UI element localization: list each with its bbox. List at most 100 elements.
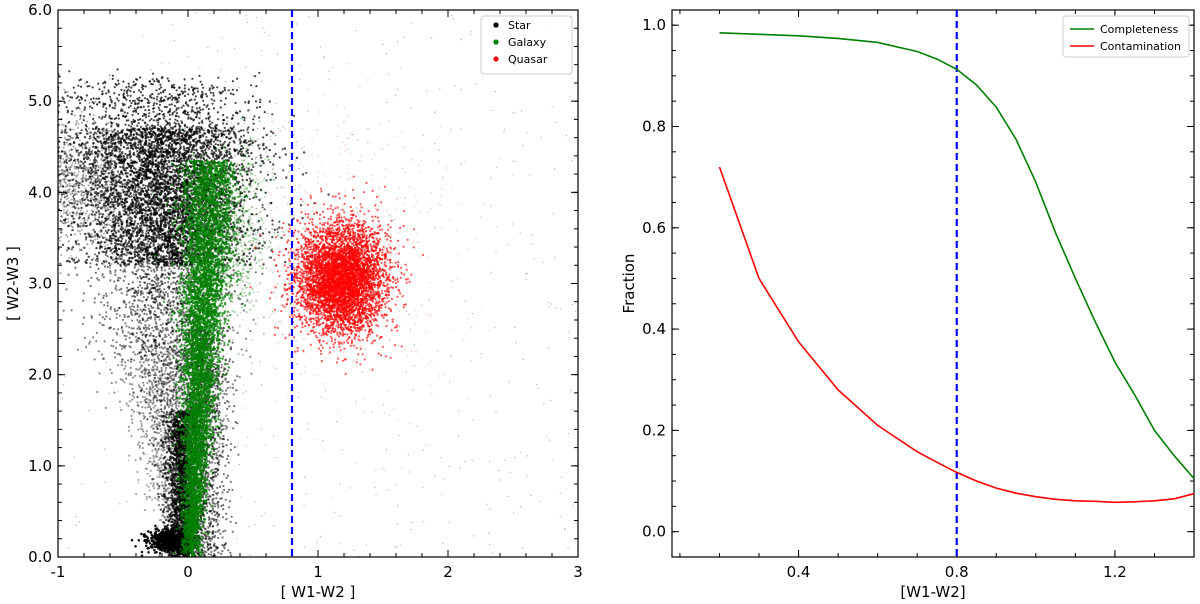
star-point xyxy=(386,102,387,103)
star-point xyxy=(232,114,234,116)
star-point xyxy=(148,364,150,366)
star-point xyxy=(125,306,127,308)
star-point xyxy=(395,547,396,548)
star-point xyxy=(122,81,124,83)
star-point xyxy=(113,392,115,394)
star-point xyxy=(172,296,174,298)
star-point xyxy=(389,120,390,121)
star-point xyxy=(290,360,291,361)
star-point xyxy=(153,437,155,439)
star-point xyxy=(122,331,124,333)
star-point xyxy=(513,112,514,113)
star-point xyxy=(163,393,165,395)
star-point xyxy=(111,198,113,200)
star-point xyxy=(237,123,239,125)
star-point xyxy=(167,362,169,364)
star-point xyxy=(134,353,136,355)
star-point xyxy=(245,391,246,392)
star-point xyxy=(117,391,118,392)
star-point xyxy=(157,305,159,307)
star-point xyxy=(397,89,398,90)
star-point xyxy=(170,377,172,379)
star-point xyxy=(158,107,160,109)
star-point xyxy=(7,93,9,95)
star-point xyxy=(53,172,55,174)
star-point xyxy=(141,99,143,101)
star-point xyxy=(569,96,570,97)
star-point xyxy=(81,484,82,485)
star-point xyxy=(515,327,516,328)
star-point xyxy=(46,210,48,212)
star-point xyxy=(200,81,202,83)
star-point xyxy=(170,336,172,338)
star-point xyxy=(160,434,162,436)
star-point xyxy=(133,392,135,394)
star-point xyxy=(187,116,189,118)
star-point xyxy=(77,349,79,351)
star-point xyxy=(110,98,112,100)
star-point xyxy=(114,270,116,272)
star-point xyxy=(222,273,224,275)
star-point xyxy=(148,369,150,371)
star-point xyxy=(144,122,146,124)
star-point xyxy=(541,137,542,138)
star-point xyxy=(205,93,207,95)
star-point xyxy=(68,70,70,72)
star-point xyxy=(105,482,106,483)
star-point xyxy=(414,365,415,366)
star-point xyxy=(274,173,276,175)
star-point xyxy=(126,90,128,92)
star-point xyxy=(32,125,34,127)
star-point xyxy=(431,37,432,38)
star-point xyxy=(198,117,200,119)
star-point xyxy=(217,51,218,52)
star-point xyxy=(163,117,165,119)
star-point xyxy=(149,80,151,82)
star-point xyxy=(181,294,183,296)
star-point xyxy=(170,283,172,285)
star-point xyxy=(160,430,162,432)
star-point xyxy=(147,102,149,104)
star-point xyxy=(200,115,201,116)
star-point xyxy=(215,143,217,145)
star-point xyxy=(128,455,130,457)
star-point xyxy=(177,94,179,96)
star-point xyxy=(288,444,289,445)
star-point xyxy=(118,117,120,119)
star-point xyxy=(251,158,253,160)
star-point xyxy=(139,375,141,377)
star-point xyxy=(129,400,131,402)
star-point xyxy=(150,351,152,353)
star-point xyxy=(144,396,146,398)
star-point xyxy=(167,281,169,283)
star-point xyxy=(399,435,400,436)
star-point xyxy=(144,305,146,307)
star-point xyxy=(568,433,569,434)
star-point xyxy=(190,99,192,101)
star-point xyxy=(167,77,169,79)
star-point xyxy=(161,395,163,397)
star-point xyxy=(213,141,215,143)
star-point xyxy=(208,118,210,120)
star-point xyxy=(94,301,96,303)
star-point xyxy=(138,97,140,99)
star-point xyxy=(531,244,532,245)
star-point xyxy=(157,121,159,123)
star-point xyxy=(553,213,554,214)
star-point xyxy=(131,422,133,424)
star-point xyxy=(66,132,68,134)
star-point xyxy=(98,279,100,281)
star-point xyxy=(243,168,245,170)
star-point xyxy=(158,421,160,423)
star-point xyxy=(210,127,212,129)
star-point xyxy=(516,342,517,343)
star-point xyxy=(348,138,349,139)
star-point xyxy=(254,524,255,525)
star-point xyxy=(161,77,163,79)
star-point xyxy=(149,415,151,417)
star-point xyxy=(178,124,180,126)
star-point xyxy=(403,37,404,38)
star-point xyxy=(121,361,123,363)
star-point xyxy=(137,428,139,430)
star-point xyxy=(144,288,146,290)
